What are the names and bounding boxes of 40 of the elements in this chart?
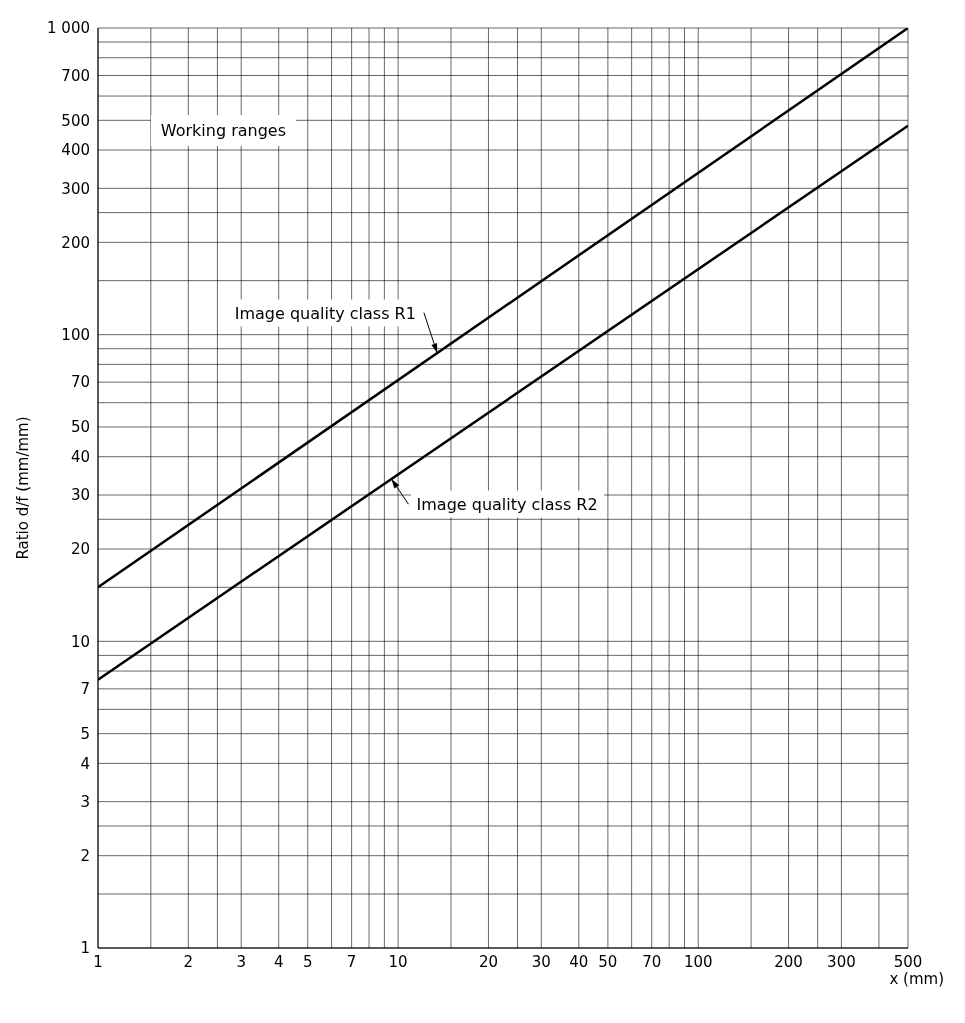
x-axis-title: x (mm) bbox=[889, 970, 944, 988]
x-tick-label: 100 bbox=[683, 952, 713, 971]
y-axis-title: Ratio d/f (mm/mm) bbox=[14, 416, 32, 560]
x-tick-label: 500 bbox=[893, 952, 923, 971]
y-tick-label: 300 bbox=[61, 179, 90, 198]
y-tick-label: 50 bbox=[70, 418, 90, 437]
y-tick-label: 20 bbox=[70, 540, 90, 559]
annotation: Working ranges bbox=[150, 115, 297, 147]
x-tick-label: 5 bbox=[303, 952, 313, 971]
y-tick-label: 3 bbox=[80, 793, 90, 812]
series-label: Image quality class R2 bbox=[410, 490, 604, 518]
y-tick-label: 7 bbox=[80, 680, 90, 699]
x-tick-label: 7 bbox=[346, 952, 357, 971]
x-tick-label: 40 bbox=[569, 952, 589, 971]
x-tick-label: 300 bbox=[827, 952, 856, 971]
y-tick-label: 1 bbox=[80, 939, 90, 958]
x-tick-label: 20 bbox=[478, 952, 498, 971]
x-tick-label: 1 bbox=[93, 952, 103, 971]
text: Image quality class R1 bbox=[228, 299, 422, 327]
y-tick-label: 5 bbox=[80, 724, 90, 743]
x-tick-label: 30 bbox=[531, 952, 551, 971]
y-tick-label: 2 bbox=[80, 847, 90, 866]
x-tick-label: 3 bbox=[236, 952, 246, 971]
y-tick-label: 40 bbox=[70, 448, 90, 467]
x-tick-label: 10 bbox=[388, 952, 408, 971]
x-tick-label: 4 bbox=[273, 952, 284, 971]
y-tick-label: 70 bbox=[70, 373, 90, 392]
x-tick-label: 2 bbox=[183, 952, 194, 971]
y-tick-label: 700 bbox=[61, 66, 90, 85]
y-tick-label: 400 bbox=[61, 141, 90, 160]
y-tick-label: 10 bbox=[70, 632, 90, 651]
y-tick-label: 30 bbox=[70, 486, 90, 505]
x-tick-label: 200 bbox=[774, 952, 803, 971]
y-tick-label: 500 bbox=[61, 111, 90, 130]
x-tick-label: 70 bbox=[642, 952, 662, 971]
y-tick-label: 1 000 bbox=[47, 19, 90, 38]
y-tick-label: 4 bbox=[80, 754, 90, 773]
y-tick-label: 100 bbox=[61, 325, 90, 344]
y-tick-label: 200 bbox=[61, 233, 90, 252]
x-tick-label: 50 bbox=[598, 952, 618, 971]
